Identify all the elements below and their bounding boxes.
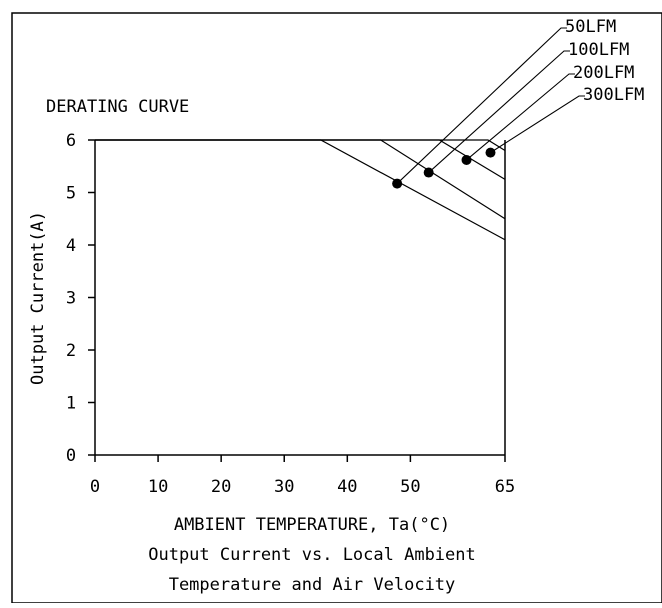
x-axis-label: AMBIENT TEMPERATURE, Ta(°C) bbox=[174, 515, 450, 535]
y-tick-label-4: 4 bbox=[66, 236, 76, 256]
y-tick-label-5: 5 bbox=[66, 184, 76, 204]
x-tick-label-10: 10 bbox=[148, 477, 168, 497]
y-axis-label: Output Current(A) bbox=[28, 211, 48, 385]
leader-line-300LFM bbox=[490, 95, 585, 154]
series-line-50LFM bbox=[95, 139, 506, 241]
y-tick-label-2: 2 bbox=[66, 341, 76, 361]
leader-line-200LFM bbox=[466, 73, 575, 161]
legend-label-50LFM: 50LFM bbox=[565, 17, 616, 37]
leader-line-100LFM bbox=[428, 50, 570, 173]
y-tick-label-0: 0 bbox=[66, 446, 76, 466]
legend-label-100LFM: 100LFM bbox=[568, 40, 629, 60]
x-tick-label-50: 50 bbox=[400, 477, 420, 497]
plot-area: 0 10 20 30 40 50 65 0 1 2 3 4 5 6 50LFM 100LFM 200LFM300… bbox=[66, 17, 645, 497]
y-tick-label-1: 1 bbox=[66, 394, 76, 414]
y-tick-label-6: 6 bbox=[66, 131, 76, 151]
x-tick-label-40: 40 bbox=[337, 477, 357, 497]
series-line-300LFM bbox=[95, 139, 506, 152]
caption-line-1: Output Current vs. Local Ambient bbox=[148, 545, 476, 565]
x-tick-label-0: 0 bbox=[90, 477, 100, 497]
x-tick-label-30: 30 bbox=[274, 477, 294, 497]
caption-line-2: Temperature and Air Velocity bbox=[169, 575, 456, 595]
legend-label-200LFM: 200LFM bbox=[573, 63, 634, 83]
x-tick-label-65: 65 bbox=[495, 477, 515, 497]
leader-line-50LFM bbox=[396, 27, 567, 184]
x-tick-label-20: 20 bbox=[211, 477, 231, 497]
legend-label-300LFM: 300LFM bbox=[583, 85, 644, 105]
chart-title: DERATING CURVE bbox=[46, 97, 189, 117]
y-tick-label-3: 3 bbox=[66, 289, 76, 309]
